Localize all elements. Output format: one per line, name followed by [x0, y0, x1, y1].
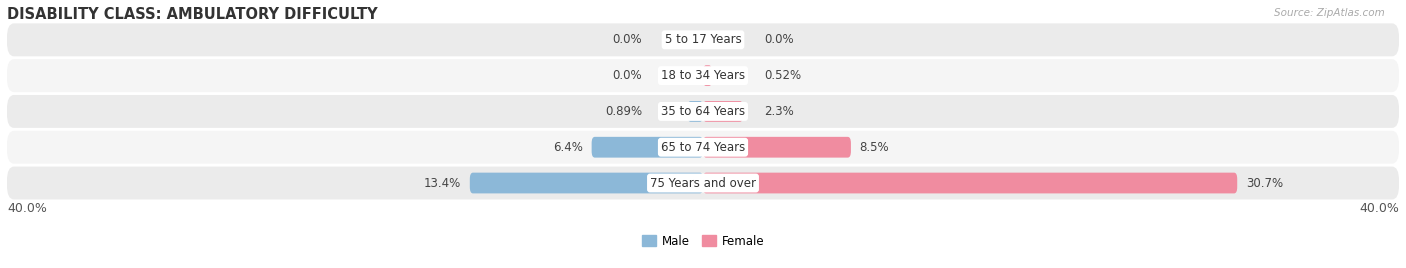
FancyBboxPatch shape: [592, 137, 703, 158]
Text: 5 to 17 Years: 5 to 17 Years: [665, 33, 741, 46]
Text: DISABILITY CLASS: AMBULATORY DIFFICULTY: DISABILITY CLASS: AMBULATORY DIFFICULTY: [7, 7, 378, 22]
Legend: Male, Female: Male, Female: [637, 230, 769, 252]
FancyBboxPatch shape: [703, 137, 851, 158]
Text: 6.4%: 6.4%: [553, 141, 583, 154]
FancyBboxPatch shape: [688, 101, 703, 122]
FancyBboxPatch shape: [7, 95, 1399, 128]
FancyBboxPatch shape: [7, 59, 1399, 92]
Text: 0.0%: 0.0%: [763, 33, 793, 46]
FancyBboxPatch shape: [703, 173, 1237, 193]
FancyBboxPatch shape: [703, 65, 711, 86]
Text: 2.3%: 2.3%: [763, 105, 793, 118]
Text: 40.0%: 40.0%: [1360, 202, 1399, 215]
FancyBboxPatch shape: [470, 173, 703, 193]
FancyBboxPatch shape: [7, 166, 1399, 199]
Text: 75 Years and over: 75 Years and over: [650, 177, 756, 189]
Text: 65 to 74 Years: 65 to 74 Years: [661, 141, 745, 154]
Text: 8.5%: 8.5%: [859, 141, 889, 154]
Text: 0.52%: 0.52%: [763, 69, 801, 82]
Text: Source: ZipAtlas.com: Source: ZipAtlas.com: [1274, 8, 1385, 18]
Text: 40.0%: 40.0%: [7, 202, 46, 215]
FancyBboxPatch shape: [7, 23, 1399, 56]
Text: 13.4%: 13.4%: [423, 177, 461, 189]
Text: 0.89%: 0.89%: [605, 105, 643, 118]
Text: 35 to 64 Years: 35 to 64 Years: [661, 105, 745, 118]
FancyBboxPatch shape: [7, 131, 1399, 164]
Text: 0.0%: 0.0%: [613, 33, 643, 46]
Text: 0.0%: 0.0%: [613, 69, 643, 82]
Text: 30.7%: 30.7%: [1246, 177, 1284, 189]
FancyBboxPatch shape: [703, 101, 742, 122]
Text: 18 to 34 Years: 18 to 34 Years: [661, 69, 745, 82]
